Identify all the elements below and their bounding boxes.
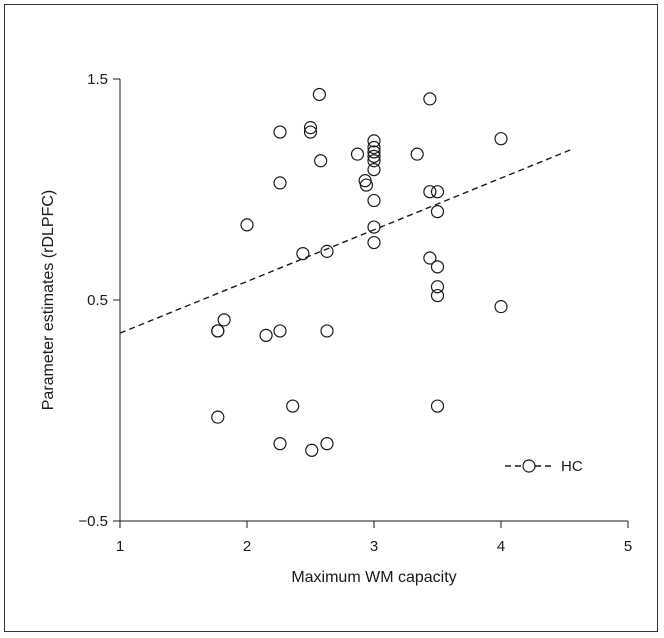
legend: HC	[505, 458, 583, 475]
data-point	[423, 92, 437, 106]
data-point	[211, 324, 225, 338]
axes	[119, 79, 628, 522]
data-point	[273, 125, 287, 139]
data-point	[273, 324, 287, 338]
data-point	[367, 235, 381, 250]
data-point	[314, 154, 328, 168]
data-point	[410, 147, 424, 161]
data-point	[430, 205, 445, 219]
data-point	[320, 437, 334, 451]
x-tick-label: 1	[116, 538, 124, 555]
x-tick-label: 5	[624, 538, 632, 555]
data-point	[359, 178, 373, 192]
data-point	[423, 185, 437, 199]
data-point	[305, 443, 319, 457]
data-point	[303, 125, 318, 139]
data-points	[211, 87, 508, 457]
trendline	[119, 149, 572, 334]
data-point	[430, 185, 445, 199]
data-point	[367, 149, 381, 163]
data-point	[423, 251, 437, 265]
data-point	[259, 328, 273, 342]
data-point	[494, 300, 508, 314]
data-point	[320, 324, 334, 338]
data-point	[367, 145, 381, 159]
x-tick-label: 2	[243, 538, 251, 555]
data-point	[296, 246, 310, 261]
data-point	[494, 132, 508, 146]
data-point	[367, 134, 381, 148]
data-point	[367, 163, 381, 177]
x-tick-label: 4	[497, 538, 505, 555]
data-point	[286, 399, 300, 413]
data-point	[430, 288, 445, 303]
legend-marker	[522, 459, 536, 473]
legend-label-hc: HC	[561, 458, 583, 475]
data-point	[312, 87, 326, 102]
data-point	[273, 437, 287, 451]
y-tick-label: 1.5	[87, 71, 108, 88]
data-point	[320, 244, 334, 258]
data-point	[211, 410, 225, 424]
data-point	[430, 280, 445, 294]
x-tick-label: 3	[370, 538, 378, 555]
ticks: 1.5 0.5 −0.5 1 2 3 4 5	[78, 71, 632, 555]
y-tick-label: 0.5	[87, 292, 108, 309]
x-axis-label: Maximum WM capacity	[291, 569, 456, 586]
data-point	[367, 193, 381, 208]
data-point	[430, 260, 445, 274]
data-point	[367, 220, 381, 234]
data-point	[430, 399, 445, 413]
data-point	[217, 313, 231, 327]
data-point	[367, 154, 381, 168]
y-tick-label: −0.5	[78, 513, 108, 530]
y-axis-label: Parameter estimates (rDLPFC)	[40, 190, 57, 411]
data-point	[367, 140, 381, 155]
data-point	[273, 176, 287, 190]
data-point	[350, 147, 365, 161]
data-point	[240, 218, 254, 232]
chart-frame	[4, 4, 658, 632]
data-point	[303, 121, 318, 135]
